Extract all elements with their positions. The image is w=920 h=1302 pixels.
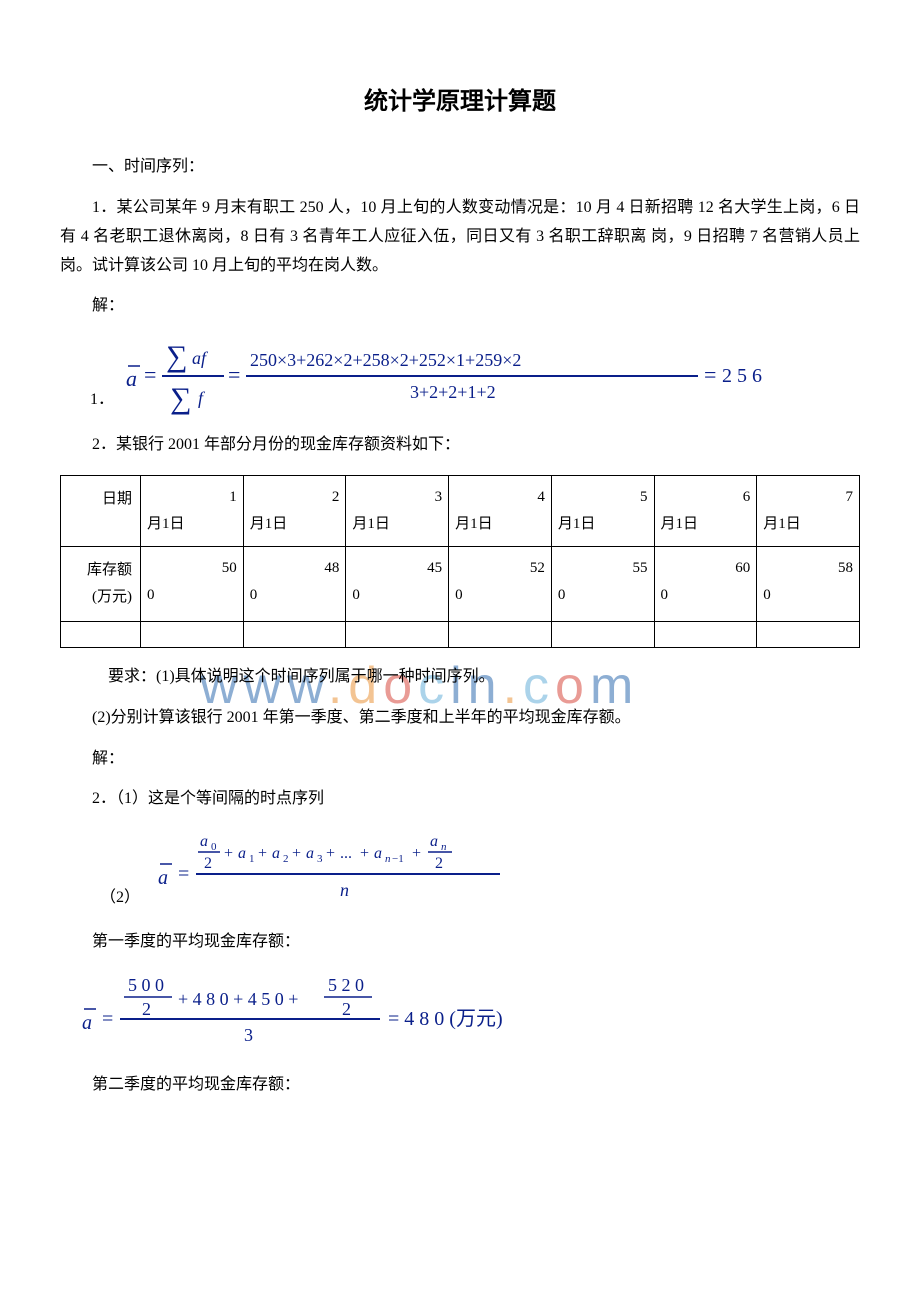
col-date: 3: [352, 484, 442, 511]
cell-value: 55: [558, 555, 648, 582]
svg-text:−1: −1: [392, 853, 404, 865]
svg-text:1．: 1．: [90, 391, 114, 408]
svg-text:3: 3: [317, 853, 323, 865]
svg-text:+: +: [412, 845, 421, 862]
svg-text:1: 1: [249, 853, 255, 865]
svg-text:+: +: [224, 845, 233, 862]
cell-value: 52: [455, 555, 545, 582]
svg-text:3: 3: [244, 1025, 253, 1045]
svg-text:n: n: [340, 880, 349, 900]
svg-text:=: =: [144, 362, 156, 387]
table-row: 库存额(万元) 500 480 450 520 550 600 580: [61, 546, 860, 621]
svg-text:0: 0: [211, 841, 217, 853]
question-2-text: 2．某银行 2001 年部分月份的现金库存额资料如下：: [60, 431, 860, 460]
svg-text:f: f: [198, 388, 206, 408]
svg-text:（2）: （2）: [100, 888, 140, 906]
cell-value: 45: [352, 555, 442, 582]
q2-avg-label: 第二季度的平均现金库存额：: [60, 1071, 860, 1100]
table-row: 日期 1月1日 2月1日 3月1日 4月1日 5月1日 6月1日 7月1日: [61, 475, 860, 546]
cell-value: 58: [763, 555, 853, 582]
svg-text:a: a: [238, 845, 246, 862]
svg-text:2: 2: [435, 855, 443, 872]
svg-text:...: ...: [340, 845, 352, 862]
cell-value: 50: [147, 555, 237, 582]
svg-text:=: =: [178, 863, 189, 885]
svg-text:a: a: [200, 833, 208, 850]
formula-2: （2） a = a 0 2 + a 1 + a 2 + a 3 + ... + …: [100, 826, 860, 916]
q1-avg-label: 第一季度的平均现金库存额：: [60, 928, 860, 957]
col-date: 5: [558, 484, 648, 511]
requirement-1: 要求：(1)具体说明这个时间序列属于哪一种时间序列。: [60, 663, 860, 692]
col-date: 6: [661, 484, 751, 511]
svg-text:a: a: [374, 845, 382, 862]
solve-label: 解：: [60, 292, 860, 321]
svg-text:n: n: [385, 853, 391, 865]
formula-1: 1． a = ∑ af ∑ f = 250×3+262×2+258×2+252×…: [90, 336, 860, 416]
cell-value: 48: [250, 555, 340, 582]
solve-label-2: 解：: [60, 745, 860, 774]
svg-text:=: =: [102, 1008, 113, 1030]
svg-text:=: =: [704, 362, 716, 387]
svg-text:a: a: [306, 845, 314, 862]
svg-text:a: a: [430, 833, 438, 850]
svg-text:a: a: [126, 366, 137, 391]
svg-text:+: +: [326, 845, 335, 862]
svg-text:3+2+2+1+2: 3+2+2+1+2: [410, 382, 496, 402]
col-date: 1: [147, 484, 237, 511]
amount-header: 库存额(万元): [87, 562, 132, 605]
svg-text:2 5 6: 2 5 6: [722, 365, 762, 387]
svg-text:+ 4 8 0 + 4 5 0 +: + 4 8 0 + 4 5 0 +: [178, 989, 298, 1009]
svg-text:2: 2: [283, 853, 289, 865]
svg-text:5 0 0: 5 0 0: [128, 975, 164, 995]
svg-text:2: 2: [142, 999, 151, 1019]
svg-text:n: n: [441, 841, 447, 853]
svg-text:∑: ∑: [170, 382, 191, 415]
svg-text:af: af: [192, 348, 209, 368]
svg-text:∑: ∑: [166, 340, 187, 373]
svg-text:+: +: [360, 845, 369, 862]
svg-text:=: =: [228, 362, 240, 387]
svg-text:+: +: [292, 845, 301, 862]
svg-text:250×3+262×2+258×2+252×1+259×2: 250×3+262×2+258×2+252×1+259×2: [250, 350, 521, 370]
col-date: 2: [250, 484, 340, 511]
table-row: [61, 621, 860, 647]
cell-value: 60: [661, 555, 751, 582]
svg-text:2: 2: [204, 855, 212, 872]
svg-text:a: a: [82, 1012, 92, 1034]
svg-text:= 4 8 0 (万元): = 4 8 0 (万元): [388, 1008, 503, 1030]
svg-text:a: a: [272, 845, 280, 862]
data-table: 日期 1月1日 2月1日 3月1日 4月1日 5月1日 6月1日 7月1日 库存…: [60, 475, 860, 648]
col-date: 7: [763, 484, 853, 511]
col-date: 4: [455, 484, 545, 511]
answer-1: 2．（1）这是个等间隔的时点序列: [60, 785, 860, 814]
formula-3: a = 5 0 0 2 + 4 8 0 + 4 5 0 + 5 2 0 2 3 …: [80, 969, 860, 1059]
page-title: 统计学原理计算题: [60, 80, 860, 123]
date-header: 日期: [72, 491, 132, 507]
svg-text:a: a: [158, 867, 168, 889]
svg-text:2: 2: [342, 999, 351, 1019]
svg-text:+: +: [258, 845, 267, 862]
section-heading: 一、时间序列：: [60, 153, 860, 182]
requirement-2: (2)分别计算该银行 2001 年第一季度、第二季度和上半年的平均现金库存额。: [60, 704, 860, 733]
question-1-text: 1．某公司某年 9 月末有职工 250 人，10 月上旬的人数变动情况是：10 …: [60, 194, 860, 280]
svg-text:5 2 0: 5 2 0: [328, 975, 364, 995]
